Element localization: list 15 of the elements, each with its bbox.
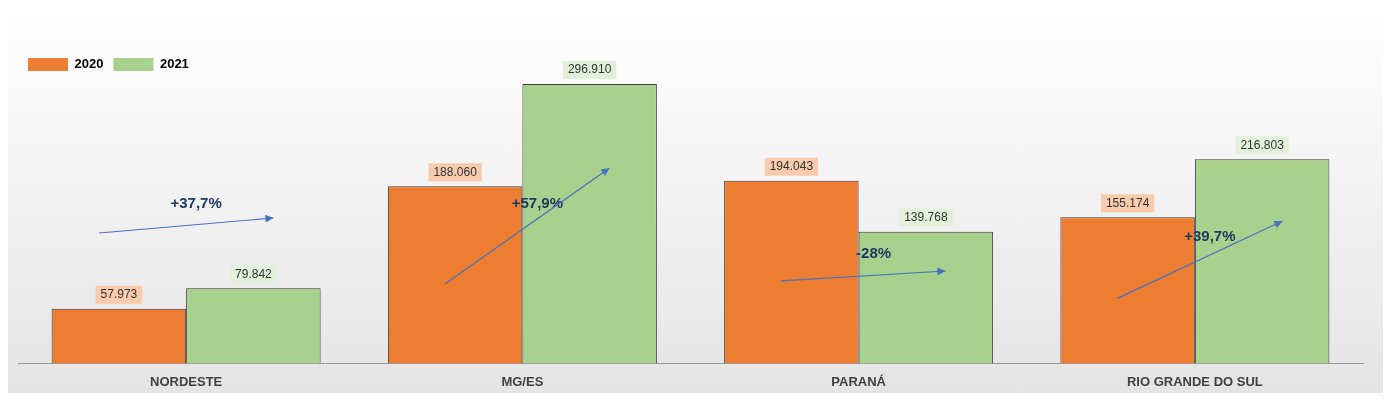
legend-label: 2020	[74, 56, 104, 72]
x-tick-label: PARANÁ	[831, 373, 887, 389]
data-label: 57.973	[100, 287, 138, 302]
data-label: 139.768	[904, 210, 948, 225]
data-label: 188.060	[433, 164, 478, 179]
annotation: +37,7%	[170, 193, 222, 211]
x-tick-label: RIO GRANDE DO SUL	[1126, 373, 1263, 389]
legend-label: 2021	[159, 56, 189, 72]
data-label: 194.043	[769, 159, 814, 174]
x-tick-label: MG/ES	[501, 373, 544, 389]
x-tick-label: NORDESTE	[150, 373, 223, 389]
data-label: 296.910	[567, 62, 612, 77]
data-label: 216.803	[1240, 137, 1285, 152]
data-label: 79.842	[235, 266, 273, 281]
data-label: 155.174	[1105, 195, 1150, 210]
